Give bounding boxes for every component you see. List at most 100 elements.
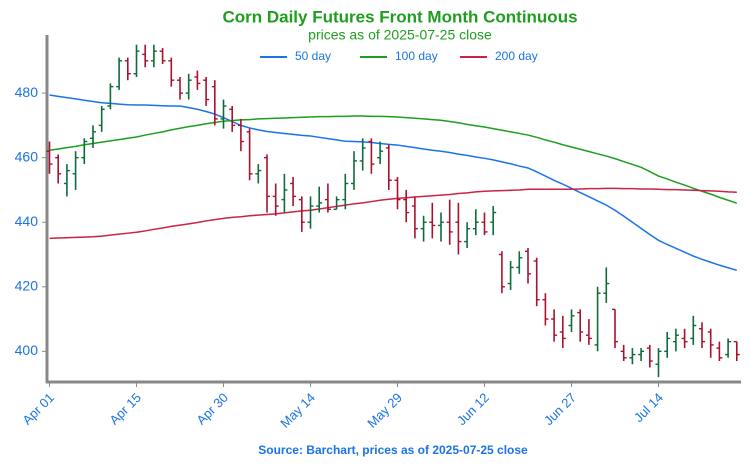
ohlc-bar <box>455 202 462 255</box>
ohlc-bar <box>237 118 244 152</box>
ohlc-bar <box>298 196 305 232</box>
ohlc-bar <box>577 309 584 342</box>
ohlc-bar <box>159 47 166 65</box>
ohlc-bar <box>55 154 62 184</box>
ohlc-bar <box>481 212 488 236</box>
ohlc-bar <box>516 251 523 274</box>
x-tick-label: Jul 14 <box>631 390 666 425</box>
moving-average-line <box>49 94 738 272</box>
ohlc-bar <box>264 154 270 213</box>
ohlc-bar <box>525 248 531 284</box>
ohlc-bar <box>429 202 436 239</box>
ohlc-bar <box>664 331 671 358</box>
ohlc-bar <box>638 348 645 362</box>
x-tick-label: May 14 <box>277 390 318 431</box>
y-tick-label: 440 <box>15 213 39 229</box>
legend-label: 200 day <box>495 49 538 63</box>
ohlc-bar <box>559 315 566 349</box>
legend-label: 50 day <box>295 49 331 63</box>
ohlc-bar <box>498 251 505 294</box>
ohlc-bar <box>681 328 688 349</box>
ohlc-bar <box>403 189 410 223</box>
ohlc-bar <box>142 44 149 68</box>
ohlc-bar <box>472 209 479 236</box>
ohlc-bar <box>568 309 575 332</box>
y-tick-label: 400 <box>15 342 39 358</box>
ohlc-bar <box>612 308 618 349</box>
ohlc-bar <box>281 173 288 213</box>
ohlc-bar <box>394 177 401 210</box>
ohlc-bar <box>490 206 497 236</box>
ohlc-bar <box>81 138 88 165</box>
ohlc-bar <box>725 338 732 358</box>
ohlc-bar <box>220 99 227 129</box>
moving-average-line <box>49 187 737 240</box>
ohlc-bar <box>342 173 349 210</box>
ohlc-bar <box>542 293 549 326</box>
ohlc-bar <box>699 322 705 349</box>
x-tick-label: Apr 30 <box>193 390 231 428</box>
ohlc-bar <box>333 196 340 211</box>
ohlc-bar <box>194 70 201 90</box>
ohlc-bar <box>107 83 114 110</box>
ohlc-bar <box>551 309 558 342</box>
ohlc-bar <box>150 44 157 68</box>
ohlc-bar <box>733 340 740 362</box>
ohlc-bar <box>707 328 714 358</box>
ohlc-bar <box>446 199 453 245</box>
ohlc-bar <box>411 196 418 239</box>
chart-title: Corn Daily Futures Front Month Continuou… <box>222 7 577 26</box>
ohlc-bar <box>533 257 540 307</box>
ohlc-bar <box>359 138 366 171</box>
ohlc-bar <box>385 144 392 190</box>
ohlc-bar <box>507 260 514 291</box>
ohlc-bar <box>316 186 323 213</box>
ohlc-bar <box>72 151 79 190</box>
ohlc-bar <box>185 73 192 100</box>
ohlc-bar <box>90 125 96 148</box>
ohlc-bar <box>116 57 123 90</box>
ohlc-bar <box>229 106 236 132</box>
ohlc-bar <box>368 138 375 174</box>
ohlc-bar <box>255 164 262 184</box>
ohlc-bar <box>46 141 53 174</box>
ohlc-bar <box>272 183 279 216</box>
ohlc-bar <box>290 177 297 207</box>
ohlc-bar <box>351 151 357 190</box>
legend-label: 100 day <box>395 49 438 63</box>
ohlc-bar <box>133 44 140 77</box>
x-tick-label: May 29 <box>364 390 405 431</box>
ohlc-bar <box>690 315 697 345</box>
ohlc-bar <box>211 80 218 126</box>
ohlc-bar <box>124 57 131 81</box>
ohlc-bar <box>672 328 679 352</box>
y-tick-label: 460 <box>15 148 39 164</box>
ohlc-bar <box>307 196 314 229</box>
ohlc-bar <box>168 57 175 87</box>
y-tick-label: 420 <box>15 277 39 293</box>
moving-average-line <box>49 115 738 204</box>
ohlc-bar <box>63 164 70 197</box>
ohlc-bar <box>620 344 627 362</box>
ohlc-bar <box>246 128 253 181</box>
chart-subtitle: prices as of 2025-07-25 close <box>308 27 492 43</box>
ohlc-bar <box>716 341 723 362</box>
ohlc-bar <box>377 141 384 165</box>
ohlc-bar <box>629 348 636 365</box>
ohlc-bar <box>464 222 471 249</box>
ohlc-bar <box>420 215 427 242</box>
ohlc-bar <box>603 267 610 303</box>
ohlc-bar <box>655 348 662 378</box>
ohlc-bar <box>177 76 183 100</box>
ohlc-bar <box>438 212 444 242</box>
ohlc-bar <box>594 286 601 352</box>
ohlc-bar <box>324 183 331 213</box>
x-tick-label: Jun 12 <box>454 390 492 428</box>
x-tick-label: Apr 01 <box>19 390 57 428</box>
ohlc-bar <box>98 106 105 132</box>
ohlc-bar <box>646 344 653 368</box>
x-tick-label: Apr 15 <box>106 390 144 428</box>
y-tick-label: 480 <box>15 84 39 100</box>
